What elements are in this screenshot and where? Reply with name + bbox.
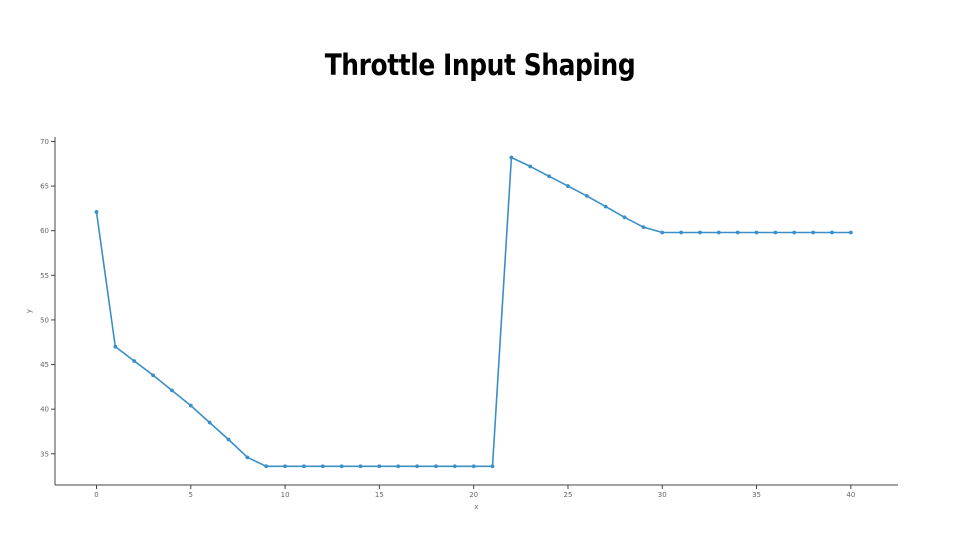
y-tick-label: 50 bbox=[40, 316, 49, 324]
data-point bbox=[735, 230, 740, 235]
y-tick-label: 35 bbox=[40, 450, 49, 458]
data-point bbox=[170, 388, 174, 393]
data-point bbox=[528, 164, 533, 169]
x-tick-label: 30 bbox=[658, 491, 667, 499]
data-point bbox=[509, 155, 514, 160]
y-tick-label: 40 bbox=[40, 406, 49, 414]
data-point bbox=[94, 210, 99, 214]
data-point bbox=[471, 464, 476, 469]
data-point bbox=[773, 230, 778, 235]
x-tick-label: 40 bbox=[846, 491, 855, 499]
data-point bbox=[113, 344, 118, 349]
axes bbox=[54, 137, 898, 486]
x-tick-label: 5 bbox=[189, 491, 193, 499]
y-axis-ticks: 35 40 45 50 55 60 65 70 bbox=[40, 138, 55, 458]
data-point bbox=[188, 403, 193, 408]
data-point bbox=[339, 464, 344, 469]
data-point bbox=[151, 373, 155, 378]
data-point bbox=[302, 464, 306, 469]
data-point bbox=[207, 420, 212, 425]
x-axis-ticks: 0 5 10 15 20 25 30 35 40 bbox=[94, 485, 855, 499]
y-tick-label: 70 bbox=[40, 138, 49, 146]
data-point bbox=[396, 464, 401, 469]
data-point bbox=[283, 464, 287, 469]
y-tick-label: 60 bbox=[40, 227, 49, 235]
data-point bbox=[264, 464, 269, 469]
data-point bbox=[566, 184, 570, 188]
y-tick-label: 65 bbox=[40, 183, 49, 191]
data-point bbox=[848, 230, 853, 235]
x-tick-label: 0 bbox=[94, 491, 98, 499]
data-point bbox=[547, 174, 552, 179]
data-point bbox=[754, 230, 759, 235]
data-point bbox=[415, 464, 419, 469]
data-point bbox=[811, 230, 816, 235]
y-axis-title: y bbox=[25, 309, 33, 313]
series-line-group bbox=[95, 156, 851, 468]
x-tick-label: 35 bbox=[752, 491, 761, 499]
y-tick-label: 45 bbox=[40, 361, 49, 369]
data-point bbox=[226, 437, 231, 442]
x-axis-title: x bbox=[474, 503, 478, 511]
x-tick-label: 20 bbox=[469, 491, 478, 499]
x-tick-label: 10 bbox=[281, 491, 290, 499]
data-point bbox=[358, 464, 363, 469]
data-point bbox=[792, 230, 797, 235]
chart-title: Throttle Input Shaping bbox=[324, 48, 636, 82]
series-points-group bbox=[94, 155, 853, 469]
x-tick-label: 15 bbox=[375, 491, 384, 499]
data-point bbox=[679, 230, 684, 235]
data-point bbox=[452, 464, 457, 469]
series-line bbox=[95, 156, 851, 468]
data-point bbox=[716, 230, 721, 235]
data-point bbox=[490, 464, 495, 469]
data-point bbox=[320, 464, 325, 469]
x-tick-label: 25 bbox=[564, 491, 573, 499]
y-tick-label: 55 bbox=[40, 272, 49, 280]
data-point bbox=[622, 215, 627, 220]
data-point bbox=[584, 193, 589, 198]
data-point bbox=[132, 359, 137, 363]
data-point bbox=[245, 455, 250, 460]
data-point bbox=[641, 225, 646, 230]
data-point bbox=[603, 204, 608, 209]
data-point bbox=[660, 230, 665, 235]
data-point bbox=[434, 464, 438, 469]
data-point bbox=[698, 230, 702, 235]
data-point bbox=[830, 230, 834, 235]
data-point bbox=[377, 464, 382, 469]
